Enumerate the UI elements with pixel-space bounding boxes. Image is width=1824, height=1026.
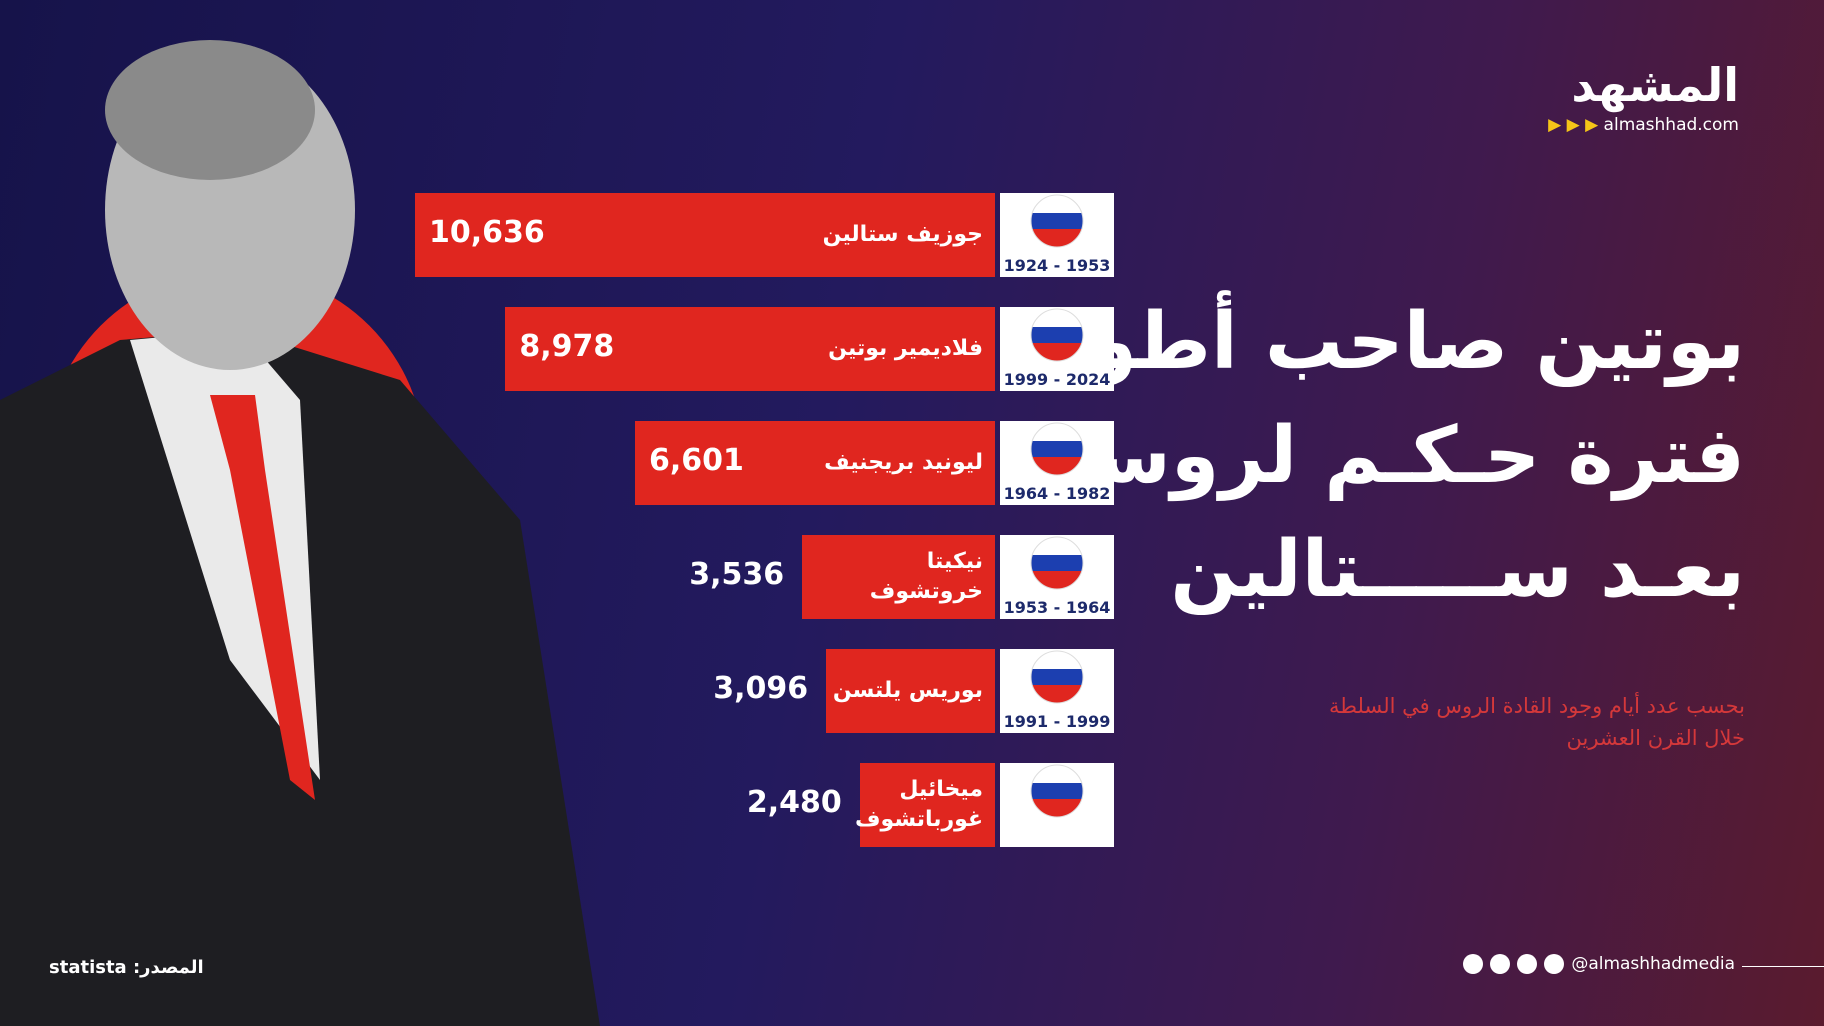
flag-box: 1953 - 1964: [1000, 535, 1114, 619]
title-line: بوتين صاحب أطول: [1020, 297, 1745, 387]
category-label: ميخائيل غورباتشوف: [854, 777, 983, 832]
social: @almashhadmedia: [1463, 954, 1735, 974]
site: almashhad.com: [1603, 115, 1739, 135]
flag: [1030, 194, 1084, 248]
flag: [1030, 650, 1084, 704]
category-label: فلاديمير بوتين: [828, 336, 983, 361]
bar: [505, 307, 995, 391]
period: 1991 - 1999: [1003, 712, 1111, 731]
flag-box: 1964 - 1982: [1000, 421, 1114, 505]
flag-box: 1924 - 1953: [1000, 193, 1114, 277]
value-label: 2,480: [746, 785, 842, 820]
icon: [1544, 954, 1565, 974]
period: 1924 - 1953: [1003, 256, 1111, 275]
category-label: جوزيف ستالين: [822, 222, 983, 247]
handle: @almashhadmedia: [1571, 954, 1735, 974]
value-label: 6,601: [649, 443, 744, 478]
period: 1964 - 1982: [1003, 484, 1111, 503]
flag-box: 1999 - 2024: [1000, 307, 1114, 391]
flag: [1030, 422, 1084, 476]
value-label: 3,536: [689, 557, 785, 592]
title-line: فترة حـكـم لروسيا: [1033, 411, 1745, 501]
category-label: بوريس يلتسن: [832, 678, 983, 703]
subtitle-line: خلال القرن العشرين: [1566, 726, 1746, 750]
bar: [802, 535, 995, 619]
icon: [1463, 954, 1484, 974]
flag: [1030, 308, 1084, 362]
subtitle: بحسب عدد أيام وجود القادة الروس في السلط…: [1329, 690, 1745, 754]
bar: [415, 193, 995, 277]
value-label: 3,096: [713, 671, 809, 706]
source: المصدر: statista: [49, 957, 204, 978]
logo: المشهد: [1571, 58, 1739, 112]
title: بوتين صاحب أطول فترة حـكـم لروسيا بعـد ســ…: [1021, 285, 1745, 627]
rule: [1742, 966, 1824, 967]
flag-box: [1000, 763, 1114, 847]
portrait-illustration: [0, 40, 600, 1026]
value-label: 10,636: [429, 215, 545, 250]
value-label: 8,978: [519, 329, 615, 364]
bar: [635, 421, 995, 505]
title-line: بعـد ســـــتالين: [1170, 525, 1745, 615]
period: 1953 - 1964: [1003, 598, 1111, 617]
subtitle-line: بحسب عدد أيام وجود القادة الروس في السلط…: [1329, 694, 1745, 718]
site-url: ▶ ▶ ▶ almashhad.com: [1548, 115, 1739, 135]
period: 1999 - 2024: [1003, 370, 1111, 389]
category-label: نيكيتا خروتشوف: [869, 549, 983, 604]
flag: [1030, 536, 1084, 590]
flag: [1030, 764, 1084, 818]
icon: [1490, 954, 1511, 974]
bar: [826, 649, 995, 733]
category-label: ليونيد بريجنيف: [824, 450, 983, 475]
flag-box: 1991 - 1999: [1000, 649, 1114, 733]
icon: [1517, 954, 1538, 974]
bar: [859, 763, 995, 847]
